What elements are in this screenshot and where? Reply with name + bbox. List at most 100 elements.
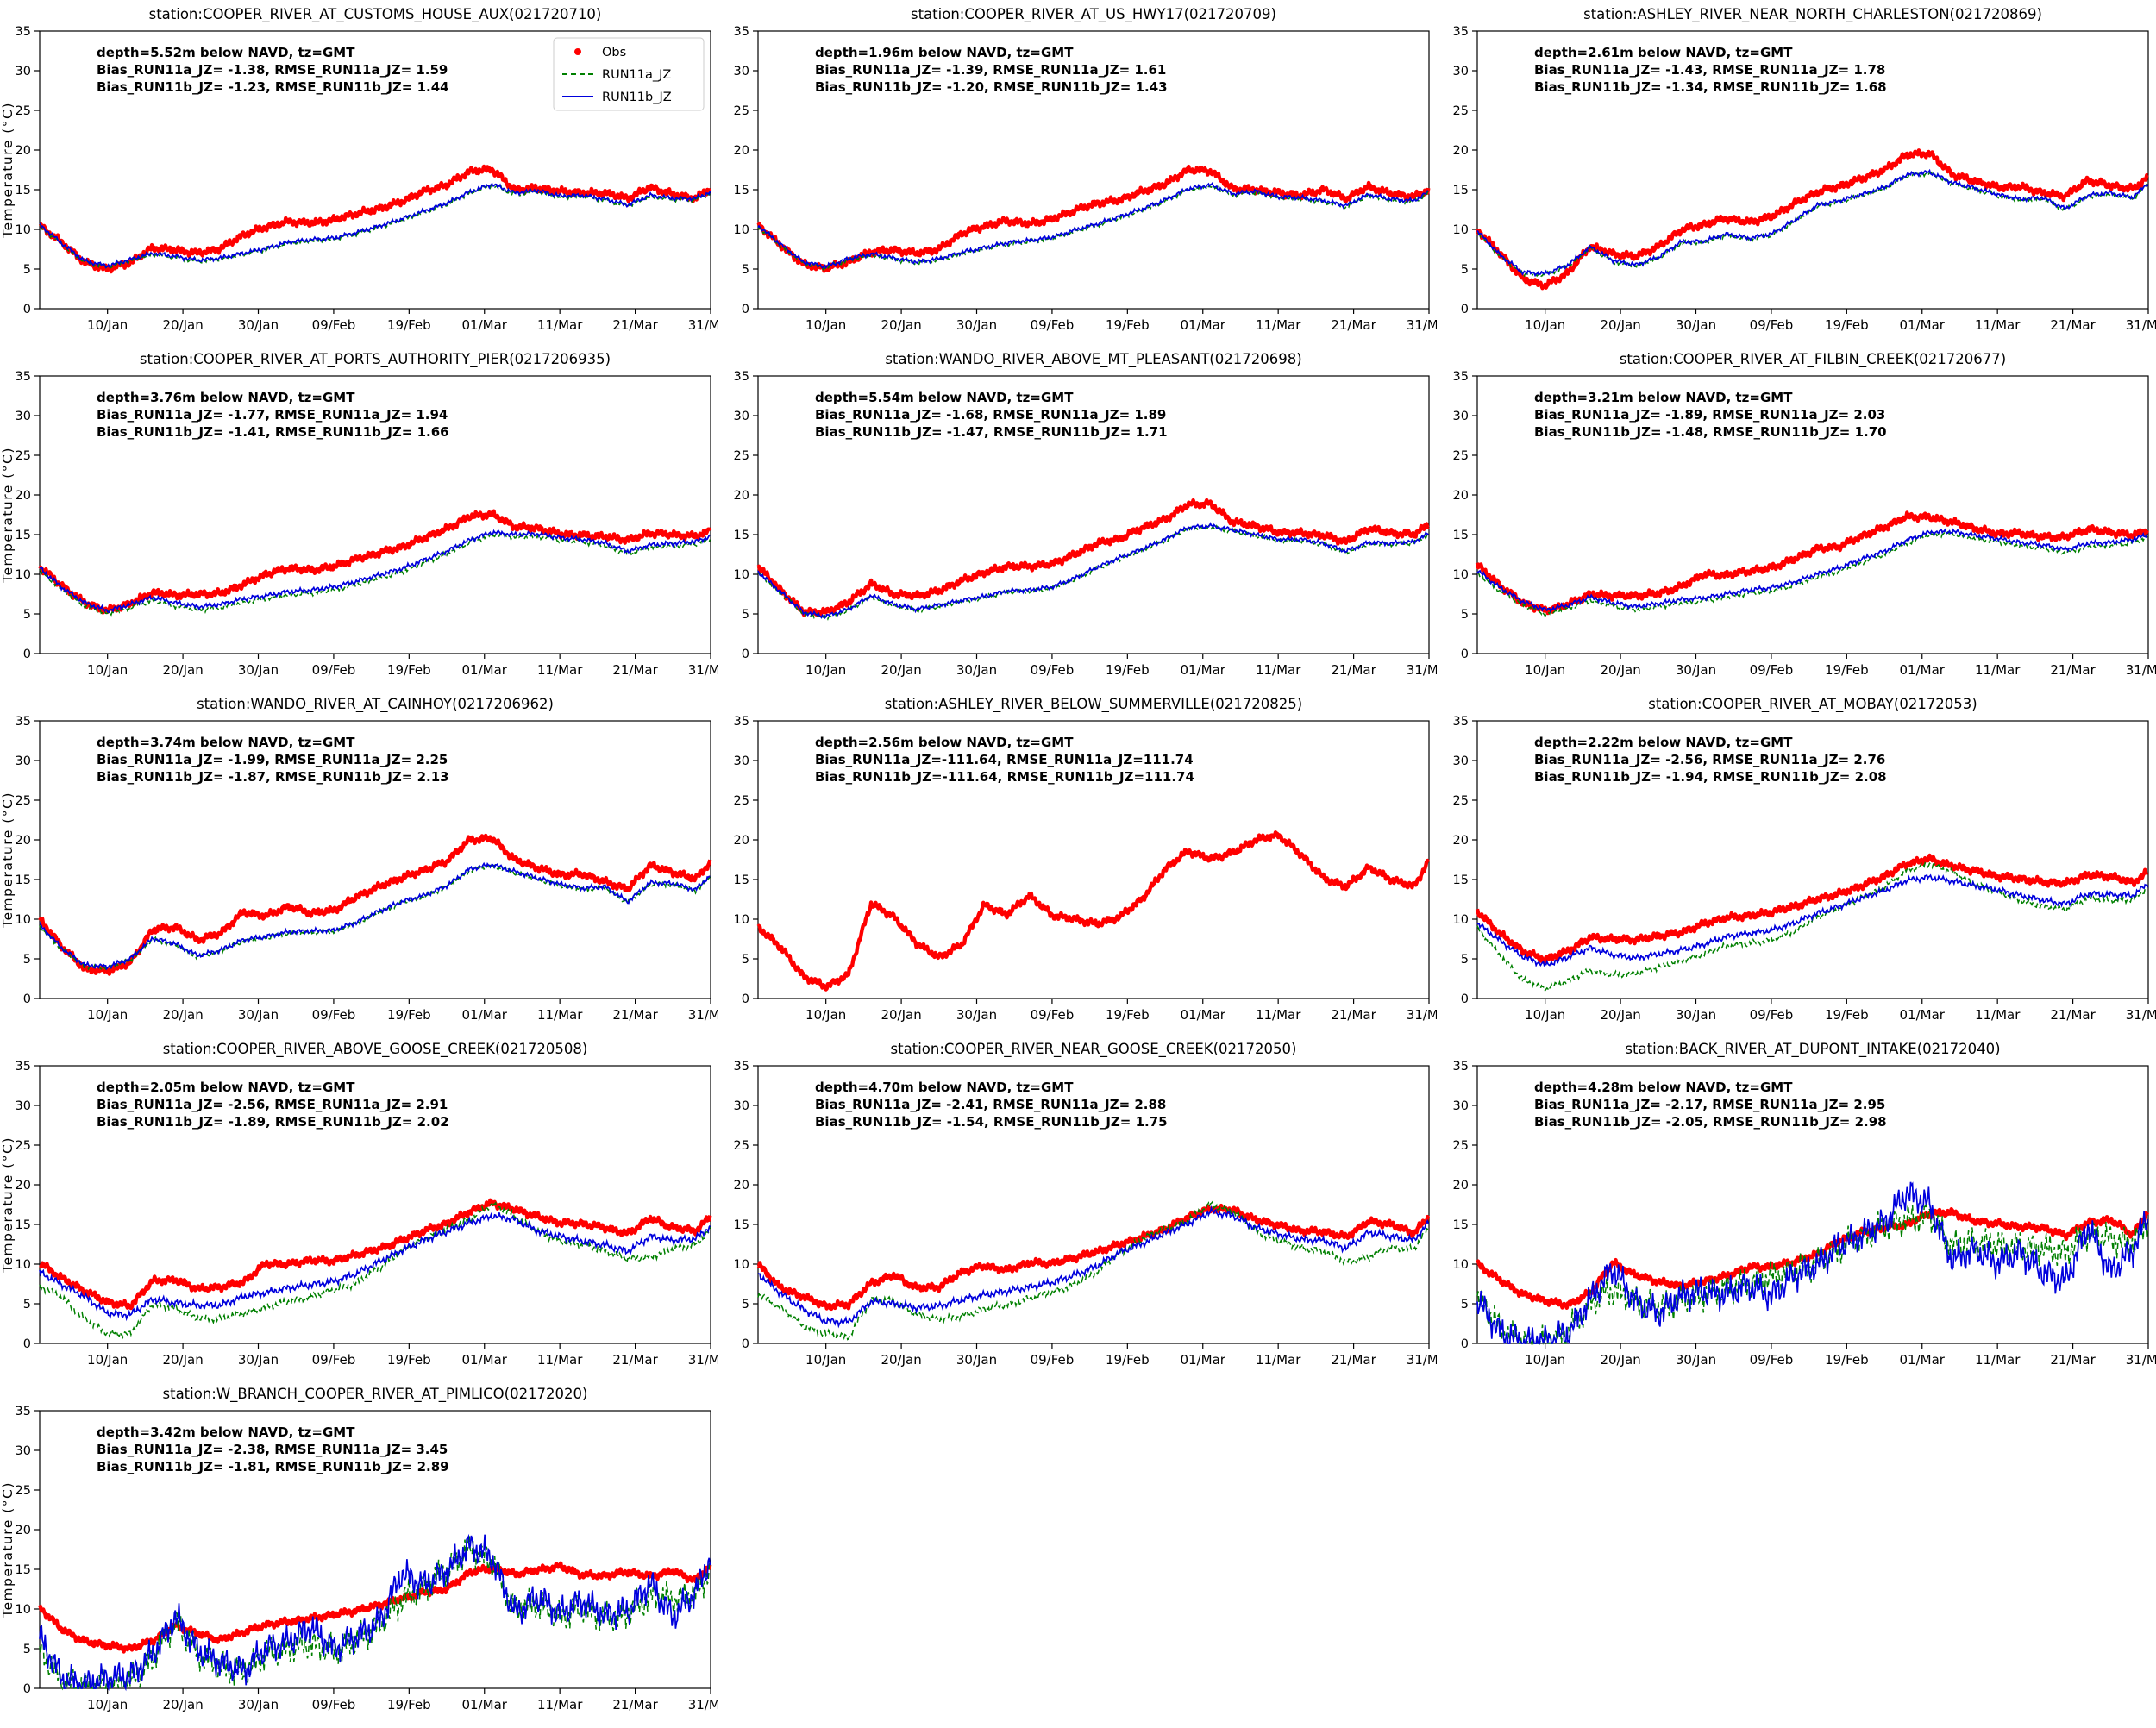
stats-line: depth=3.21m below NAVD, tz=GMT [1534, 390, 1793, 405]
x-tick-label: 01/Mar [462, 317, 508, 333]
y-tick-label: 20 [16, 1179, 31, 1193]
stats-line: Bias_RUN11a_JZ=-111.64, RMSE_RUN11a_JZ=1… [815, 752, 1194, 767]
x-tick-label: 01/Mar [1899, 1007, 1945, 1023]
x-tick-label: 09/Feb [312, 1697, 356, 1712]
x-tick-label: 21/Mar [612, 1697, 658, 1712]
panel-svg: station:COOPER_RIVER_AT_FILBIN_CREEK(021… [1452, 351, 2156, 678]
run11b-line [757, 1205, 1430, 1329]
run11b-line [1476, 168, 2148, 278]
obs-line [37, 1561, 712, 1654]
y-tick-label: 30 [1452, 410, 1468, 423]
y-tick-label: 5 [23, 263, 31, 277]
stats-line: Bias_RUN11a_JZ= -2.56, RMSE_RUN11a_JZ= 2… [1534, 752, 1885, 767]
panel-title: station:ASHLEY_RIVER_NEAR_NORTH_CHARLEST… [1583, 6, 2042, 23]
y-tick-label: 35 [1452, 370, 1468, 384]
x-tick-label: 30/Jan [238, 1007, 279, 1023]
axes-frame [757, 30, 1430, 310]
panel-svg: station:COOPER_RIVER_AT_PORTS_AUTHORITY_… [0, 351, 734, 678]
x-tick-label: 21/Mar [2050, 1007, 2096, 1023]
chart-panel: station:COOPER_RIVER_AT_CUSTOMS_HOUSE_AU… [0, 0, 734, 345]
x-tick-label: 11/Mar [1256, 662, 1301, 678]
x-tick-label: 31/Mar [1407, 1007, 1437, 1023]
chart-panel: station:ASHLEY_RIVER_BELOW_SUMMERVILLE(0… [718, 690, 1453, 1035]
x-tick-label: 19/Feb [1106, 317, 1150, 333]
stats-line: Bias_RUN11a_JZ= -1.89, RMSE_RUN11a_JZ= 2… [1534, 407, 1885, 423]
x-tick-label: 10/Jan [87, 662, 128, 678]
y-tick-label: 0 [1460, 992, 1468, 1006]
y-tick-label: 0 [1460, 1337, 1468, 1351]
run11b-line [757, 522, 1430, 620]
y-tick-label: 0 [1460, 303, 1468, 316]
y-tick-label: 5 [742, 608, 749, 622]
y-tick-label: 10 [1452, 1258, 1468, 1272]
axes-frame [1476, 30, 2149, 310]
y-tick-label: 30 [16, 1444, 31, 1458]
x-tick-label: 11/Mar [1256, 1352, 1301, 1368]
stats-line: depth=3.74m below NAVD, tz=GMT [97, 735, 355, 750]
x-tick-label: 20/Jan [881, 1007, 922, 1023]
y-tick-label: 35 [16, 1060, 31, 1074]
y-tick-label: 5 [742, 263, 749, 277]
panel-svg: station:COOPER_RIVER_ABOVE_GOOSE_CREEK(0… [0, 1041, 734, 1368]
x-tick-label: 19/Feb [1106, 662, 1150, 678]
x-tick-label: 10/Jan [805, 1007, 846, 1023]
x-tick-label: 11/Mar [1975, 1352, 2021, 1368]
y-tick-label: 30 [1452, 754, 1468, 768]
panel-title: station:COOPER_RIVER_ABOVE_GOOSE_CREEK(0… [163, 1041, 588, 1058]
stats-line: Bias_RUN11a_JZ= -1.68, RMSE_RUN11a_JZ= 1… [815, 407, 1166, 423]
panel-title: station:BACK_RIVER_AT_DUPONT_INTAKE(0217… [1625, 1041, 2000, 1058]
run11a-line [757, 1200, 1430, 1341]
x-tick-label: 11/Mar [537, 317, 583, 333]
panel-svg: station:W_BRANCH_COOPER_RIVER_AT_PIMLICO… [0, 1386, 734, 1712]
panel-title: station:COOPER_RIVER_AT_MOBAY(02172053) [1648, 696, 1977, 713]
x-tick-label: 09/Feb [312, 1352, 356, 1368]
y-tick-label: 25 [16, 1484, 31, 1498]
x-tick-label: 20/Jan [1600, 1007, 1640, 1023]
stats-line: Bias_RUN11b_JZ= -1.94, RMSE_RUN11b_JZ= 2… [1534, 769, 1887, 785]
x-tick-label: 11/Mar [1975, 662, 2021, 678]
y-tick-label: 15 [1452, 1218, 1468, 1232]
y-tick-label: 35 [16, 1405, 31, 1418]
legend: Obs RUN11a_JZ RUN11b_JZ [553, 37, 705, 111]
y-tick-label: 0 [23, 1337, 31, 1351]
axes-frame [39, 375, 711, 654]
x-tick-label: 19/Feb [1106, 1352, 1150, 1368]
y-tick-label: 30 [734, 754, 749, 768]
y-tick-label: 15 [1452, 529, 1468, 542]
y-tick-label: 35 [16, 715, 31, 729]
run11a-line [1476, 529, 2148, 618]
y-tick-label: 0 [742, 1337, 749, 1351]
y-tick-label: 20 [734, 1179, 749, 1193]
y-tick-label: 5 [742, 953, 749, 967]
panel-title: station:ASHLEY_RIVER_BELOW_SUMMERVILLE(0… [885, 696, 1302, 713]
obs-line [1475, 148, 2149, 291]
x-tick-label: 20/Jan [1600, 317, 1640, 333]
x-tick-label: 20/Jan [1600, 662, 1640, 678]
x-tick-label: 31/Mar [688, 662, 718, 678]
x-tick-label: 19/Feb [387, 1352, 431, 1368]
x-tick-label: 31/Mar [2125, 1352, 2155, 1368]
stats-line: Bias_RUN11b_JZ= -1.47, RMSE_RUN11b_JZ= 1… [815, 424, 1168, 440]
y-tick-label: 10 [16, 223, 31, 237]
y-tick-label: 5 [742, 1298, 749, 1312]
x-tick-label: 01/Mar [1899, 317, 1945, 333]
x-tick-label: 09/Feb [1749, 1007, 1793, 1023]
x-tick-label: 09/Feb [1749, 317, 1793, 333]
x-tick-label: 20/Jan [881, 662, 922, 678]
x-tick-label: 10/Jan [1525, 1007, 1565, 1023]
x-tick-label: 21/Mar [1332, 1007, 1377, 1023]
stats-line: Bias_RUN11a_JZ= -2.41, RMSE_RUN11a_JZ= 2… [815, 1097, 1166, 1112]
chart-panel: station:WANDO_RIVER_AT_CAINHOY(021720696… [0, 690, 734, 1035]
x-tick-label: 01/Mar [462, 662, 508, 678]
y-tick-label: 15 [734, 873, 749, 887]
y-tick-label: 0 [23, 648, 31, 661]
x-tick-label: 20/Jan [162, 317, 203, 333]
y-tick-label: 15 [734, 529, 749, 542]
x-tick-label: 01/Mar [1899, 1352, 1945, 1368]
y-tick-label: 5 [23, 953, 31, 967]
x-tick-label: 31/Mar [1407, 317, 1437, 333]
y-tick-label: 30 [1452, 65, 1468, 78]
y-tick-label: 35 [16, 370, 31, 384]
y-tick-label: 25 [1452, 1139, 1468, 1153]
y-tick-label: 30 [734, 65, 749, 78]
